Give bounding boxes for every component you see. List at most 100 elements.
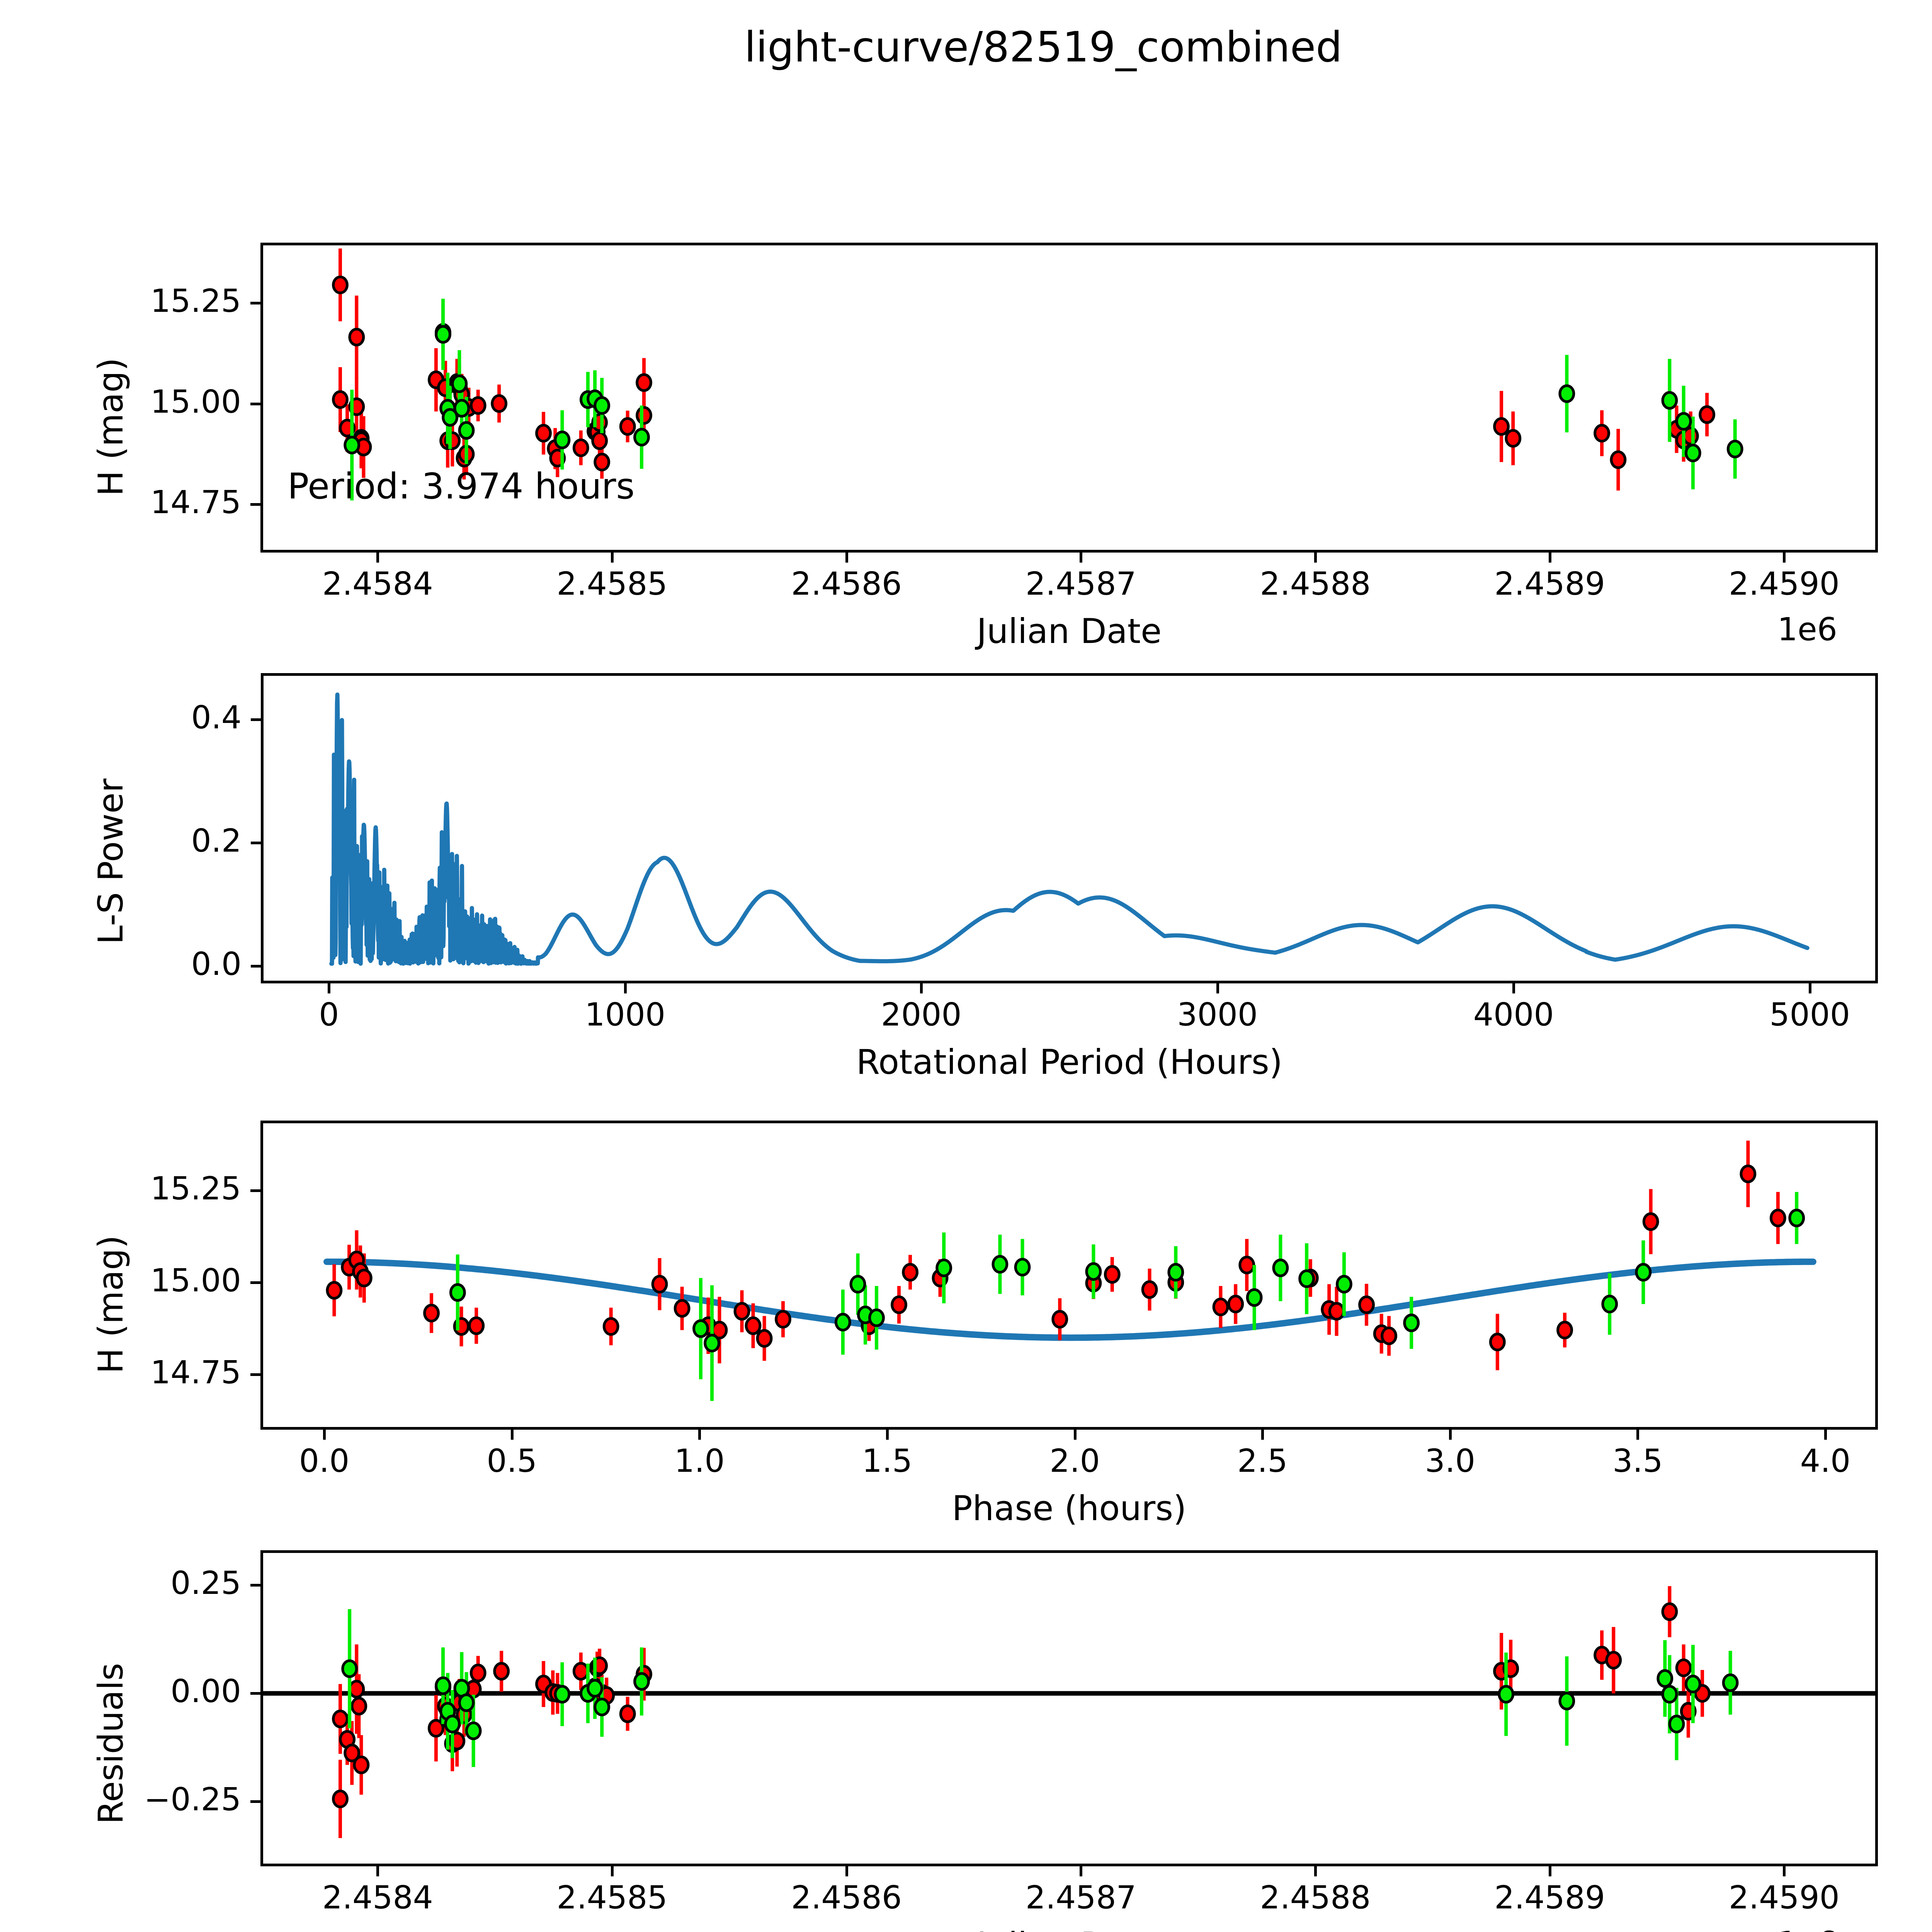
datapoint-0-10 [673, 1299, 690, 1318]
datapoint-1-12 [1498, 1685, 1515, 1704]
datapoint-1-13 [1272, 1259, 1289, 1277]
panel1-xticklabel-1: 2.4585 [556, 566, 668, 602]
datapoint-1-15 [1336, 1275, 1352, 1294]
datapoint-0-21 [535, 424, 552, 443]
panel4-x-offset-label: 1e6 [1777, 1925, 1837, 1932]
panel1-xtick-3 [1080, 553, 1083, 563]
datapoint-1-5 [453, 399, 470, 418]
datapoint-0-6 [353, 1755, 370, 1774]
datapoint-0-16 [775, 1310, 791, 1329]
panel4-xlabel: Julian Date [260, 1925, 1878, 1932]
datapoint-1-17 [1601, 1294, 1618, 1313]
sinusoid-model-line [323, 1259, 1816, 1341]
datapoint-1-12 [1246, 1288, 1263, 1307]
datapoint-1-7 [554, 430, 571, 449]
panel3-yticklabel-0: 15.25 [150, 1170, 241, 1207]
panel4-plot-area [263, 1586, 1875, 1838]
datapoint-1-15 [1684, 444, 1701, 463]
panel4-xticklabel-6: 2.4590 [1728, 1879, 1840, 1916]
panel2-axes [261, 673, 1878, 983]
datapoint-1-1 [704, 1333, 721, 1352]
panel3-xtick-5 [1261, 1430, 1264, 1440]
panel3-xticklabel-0: 0.0 [299, 1443, 350, 1480]
datapoint-0-9 [651, 1275, 668, 1294]
datapoint-0-4 [348, 1680, 365, 1699]
datapoint-0-39 [1769, 1209, 1786, 1228]
datapoint-0-18 [493, 1662, 510, 1681]
datapoint-0-29 [594, 452, 611, 471]
panel-residuals [260, 1550, 1878, 1866]
datapoint-1-6 [465, 1721, 482, 1740]
datapoint-0-5 [423, 1304, 440, 1323]
panel3-xticklabel-1: 0.5 [486, 1443, 537, 1480]
panel2-ytick-1 [251, 842, 261, 845]
panel3-xtick-8 [1824, 1430, 1827, 1440]
panel3-xtick-4 [1073, 1430, 1077, 1440]
panel1-period-annotation: Period: 3.974 hours [287, 466, 635, 507]
datapoint-1-0 [341, 1659, 358, 1678]
datapoint-1-16 [1668, 1714, 1685, 1733]
panel3-xticklabel-3: 1.5 [862, 1443, 913, 1480]
datapoint-0-15 [756, 1329, 773, 1348]
panel-light-curve [260, 243, 1878, 553]
panel4-xticklabel-1: 2.4585 [556, 1879, 668, 1916]
panel4-xtick-0 [376, 1866, 379, 1876]
datapoint-0-32 [1358, 1295, 1375, 1314]
datapoint-1-6 [868, 1308, 885, 1327]
panel1-ylabel: H (mag) [91, 357, 131, 496]
panel2-ytick-2 [251, 718, 261, 721]
panel4-series-red-band [332, 1586, 1711, 1838]
datapoint-0-17 [469, 1663, 486, 1682]
panel1-xtick-6 [1783, 553, 1786, 563]
datapoint-0-34 [1505, 429, 1522, 448]
panel4-ytick-0 [250, 1583, 260, 1587]
panel2-xtick-3 [1216, 983, 1219, 993]
datapoint-0-22 [572, 1662, 589, 1681]
datapoint-1-11 [633, 1672, 650, 1691]
panel3-yticklabel-2: 14.75 [150, 1354, 241, 1391]
datapoint-1-9 [1014, 1258, 1031, 1277]
panel1-xlabel: Julian Date [976, 611, 1162, 651]
datapoint-1-12 [1558, 384, 1575, 403]
datapoint-0-5 [350, 1697, 367, 1716]
panel3-xticklabel-6: 3.0 [1425, 1443, 1475, 1480]
panel1-xtick-5 [1548, 553, 1551, 563]
datapoint-0-20 [491, 394, 508, 413]
panel1-ytick-1 [250, 402, 260, 405]
datapoint-0-19 [902, 1263, 919, 1282]
panel2-xticklabel-5: 5000 [1769, 997, 1850, 1033]
panel1-yticklabel-1: 15.00 [150, 383, 241, 420]
panel3-xlabel: Phase (hours) [952, 1488, 1187, 1528]
datapoint-1-16 [1403, 1313, 1420, 1332]
datapoint-0-34 [1381, 1327, 1398, 1345]
panel3-xtick-1 [510, 1430, 514, 1440]
panel3-xticklabel-5: 2.5 [1237, 1443, 1288, 1480]
panel2-yticklabel-2: 0.4 [191, 699, 242, 736]
figure-title: light-curve/82519_combined [744, 23, 1342, 71]
datapoint-1-5 [458, 1693, 475, 1712]
datapoint-0-40 [1699, 405, 1716, 424]
panel4-xticklabel-5: 2.4589 [1494, 1879, 1605, 1916]
panel2-xticklabel-2: 2000 [881, 997, 962, 1033]
datapoint-0-35 [1489, 1333, 1506, 1352]
datapoint-1-14 [1675, 412, 1692, 431]
panel1-xtick-0 [376, 553, 379, 563]
datapoint-1-3 [444, 1714, 461, 1733]
panel3-ytick-1 [250, 1281, 260, 1284]
datapoint-1-17 [1684, 1675, 1701, 1694]
datapoint-0-34 [1661, 1602, 1678, 1621]
datapoint-0-0 [332, 1789, 349, 1808]
panel2-xtick-0 [328, 983, 331, 993]
datapoint-1-6 [458, 421, 475, 440]
datapoint-0-0 [332, 276, 349, 294]
panel1-yticklabel-0: 15.25 [150, 283, 241, 320]
panel1-xtick-1 [611, 553, 614, 563]
datapoint-0-8 [602, 1317, 619, 1336]
panel4-xticklabel-4: 2.4588 [1260, 1879, 1371, 1916]
panel4-ytick-2 [250, 1800, 260, 1803]
datapoint-1-11 [1167, 1263, 1184, 1282]
panel1-series-green-band [344, 299, 1743, 501]
datapoint-0-27 [1227, 1294, 1244, 1313]
datapoint-1-4 [451, 374, 468, 393]
